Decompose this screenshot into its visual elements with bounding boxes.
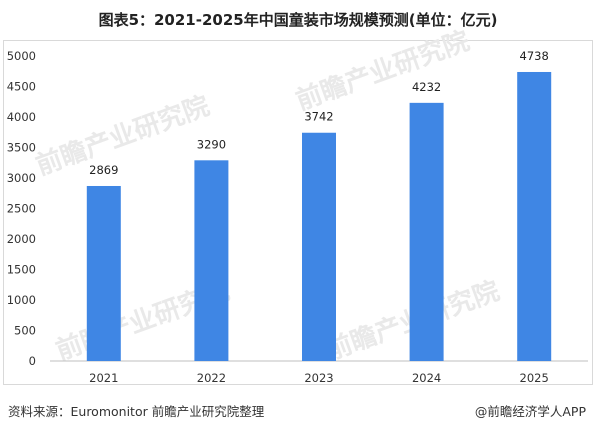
bar-2021 xyxy=(86,185,121,361)
y-tick-label: 1500 xyxy=(7,263,36,277)
y-tick-label: 2000 xyxy=(7,232,36,246)
y-tick-label: 3500 xyxy=(7,141,36,155)
x-tick-label: 2023 xyxy=(304,371,333,385)
watermark-3: 前瞻产业研究院 xyxy=(292,25,474,116)
y-tick-label: 5000 xyxy=(7,49,36,63)
y-tick-label: 4500 xyxy=(7,80,36,94)
y-tick-label: 3000 xyxy=(7,171,36,185)
watermark-1: 前瞻产业研究院 xyxy=(32,90,214,181)
bars: 2869 3290 3742 4232 4738 xyxy=(86,49,552,362)
x-tick-label: 2025 xyxy=(520,371,549,385)
bar-2022 xyxy=(194,160,229,361)
x-axis: 2021 2022 2023 2024 2025 xyxy=(89,371,549,385)
x-tick-label: 2024 xyxy=(412,371,441,385)
data-label: 2869 xyxy=(89,163,118,177)
bar-2025 xyxy=(517,71,552,362)
y-tick-label: 500 xyxy=(14,324,36,338)
x-tick-label: 2021 xyxy=(89,371,118,385)
y-tick-label: 4000 xyxy=(7,110,36,124)
y-tick-label: 1000 xyxy=(7,293,36,307)
y-axis: 0 500 1000 1500 2000 2500 3000 3500 4000 4500 5000 xyxy=(7,49,36,368)
chart-title: 图表5：2021-2025年中国童装市场规模预测(单位：亿元) xyxy=(98,11,498,29)
y-tick-label: 0 xyxy=(29,354,36,368)
chart-frame xyxy=(3,40,593,385)
bar-2023 xyxy=(302,132,336,361)
data-label: 4232 xyxy=(412,80,441,94)
x-tick-label: 2022 xyxy=(197,371,226,385)
data-label: 3742 xyxy=(304,110,333,124)
brand-credit: @前瞻经济学人APP xyxy=(474,404,586,419)
data-label: 4738 xyxy=(520,49,549,63)
bar-2024 xyxy=(409,102,444,362)
y-tick-label: 2500 xyxy=(7,202,36,216)
source-note: 资料来源：Euromonitor 前瞻产业研究院整理 xyxy=(8,404,265,419)
data-label: 3290 xyxy=(197,137,226,151)
